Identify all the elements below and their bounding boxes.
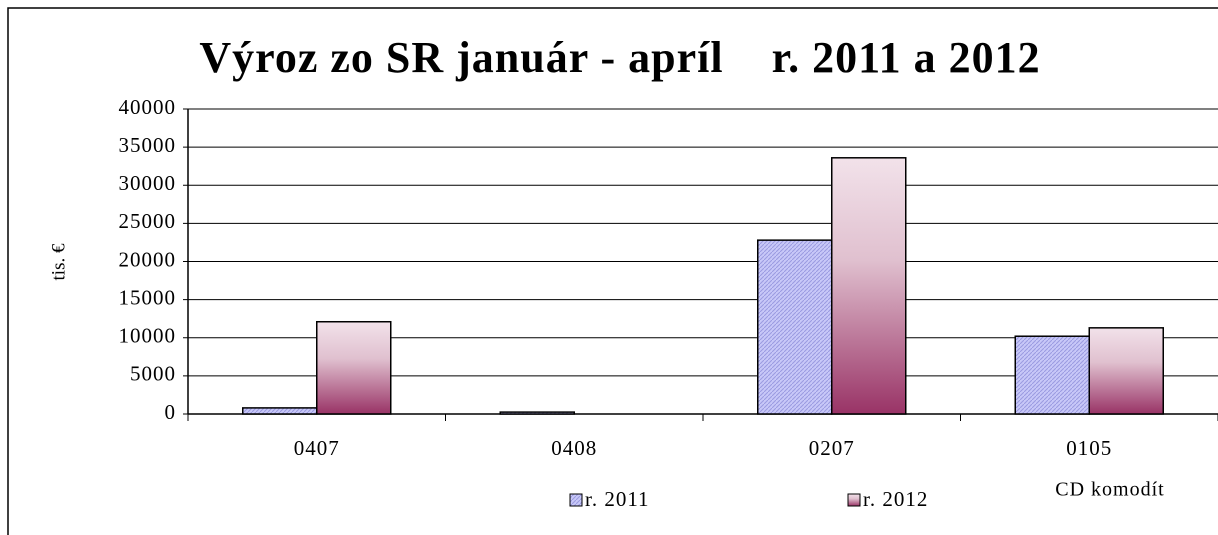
y-tick-label: 15000 [119,285,177,309]
y-tick-label: 35000 [119,133,177,157]
frame [7,7,1218,535]
bar [316,320,392,415]
x-tick-label: 0408 [551,436,597,460]
y-tick-label: 20000 [119,247,177,271]
bar [757,239,833,415]
bar [242,407,318,415]
legend-label: r. 2011 [585,487,650,511]
y-tick-label: 0 [165,400,177,424]
x-tick-label: 0105 [1066,436,1112,460]
x-tick-label: 0207 [809,436,855,460]
legend-label: r. 2012 [863,487,928,511]
y-tick-label: 10000 [119,324,177,348]
bar [499,411,575,415]
y-tick-label: 40000 [119,95,177,119]
x-tick-label: 0407 [294,436,340,460]
y-tick-label: 25000 [119,209,177,233]
y-tick-label: 30000 [119,171,177,195]
bar [1014,335,1090,415]
bar [1088,327,1164,415]
y-axis-label: tis. € [48,243,69,280]
legend-swatch [847,493,861,507]
y-tick-label: 5000 [130,362,176,386]
chart-title: Výroz zo SR január - apríl r. 2011 a 201… [199,33,1040,82]
legend-swatch [569,493,583,507]
x-axis-label: CD komodít [1055,479,1164,501]
bar [831,157,907,415]
